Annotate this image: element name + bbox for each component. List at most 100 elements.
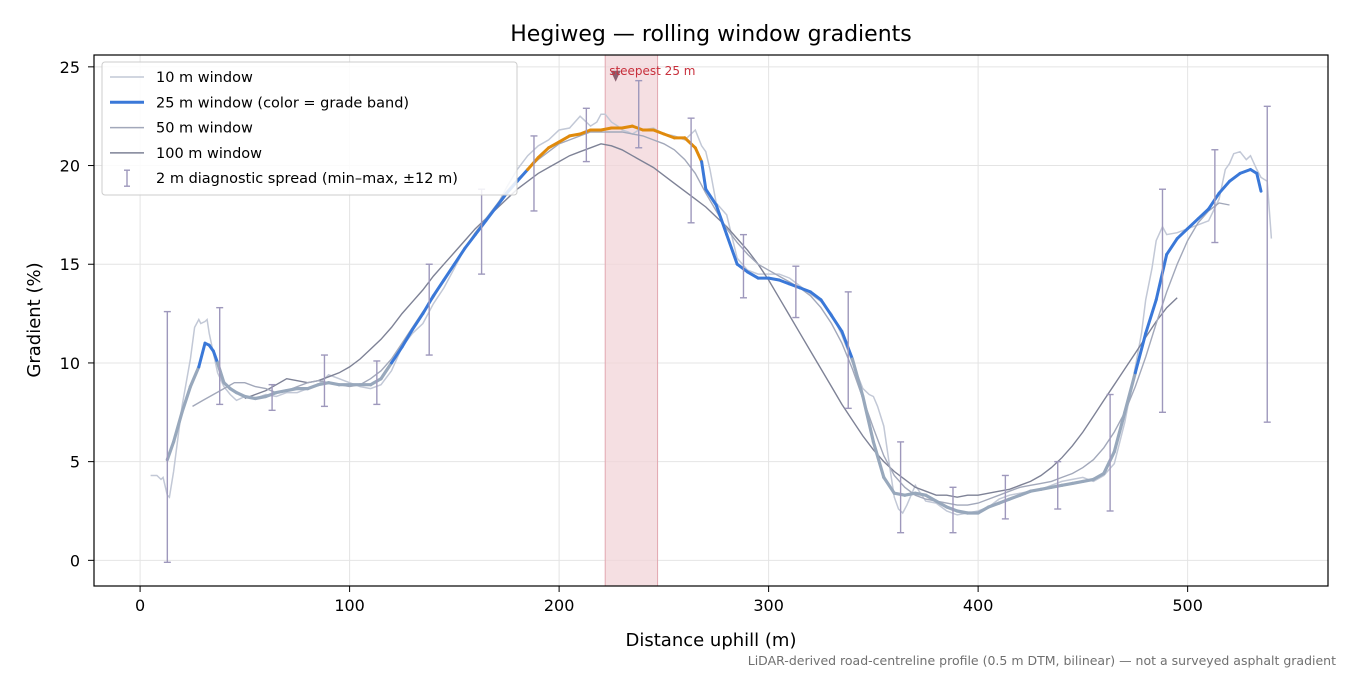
errorbar <box>582 107 590 163</box>
axes-frame <box>93 54 1329 587</box>
series-25m-segment-easy <box>1070 479 1085 485</box>
series-25m-segment-moderate <box>704 187 718 207</box>
errorbar <box>739 233 747 299</box>
series-25m-segment-steep <box>620 124 634 130</box>
errorbar <box>320 354 328 408</box>
series-25m-segment-easy <box>1039 485 1054 491</box>
errorbar <box>268 383 276 412</box>
series-25m-segment-easy <box>216 361 226 385</box>
series-10m-line <box>150 113 1273 516</box>
series-25m-segment-easy <box>243 394 257 401</box>
x-tick-label: 400 <box>963 596 994 615</box>
series-25m-segment-steep <box>683 136 697 150</box>
series-25m-segment-steep <box>662 132 676 140</box>
errorbar <box>1158 188 1166 413</box>
series-25m-segment-easy <box>1102 450 1116 476</box>
series-25m-segment-easy <box>379 361 394 381</box>
y-tick-label: 20 <box>60 157 80 176</box>
series-25m-segment-moderate <box>788 282 802 290</box>
x-tick-label: 200 <box>544 596 575 615</box>
series-25m-segment-easy <box>945 505 959 513</box>
series-25m-segment-steep <box>547 140 561 150</box>
series-25m-segment-moderate <box>700 160 708 191</box>
legend-label: 25 m window (color = grade band) <box>156 95 409 111</box>
series-25m-segment-easy <box>180 385 192 414</box>
series-25m-segment-moderate <box>197 341 207 369</box>
legend: 10 m window 25 m window (color = grade ba… <box>101 61 518 196</box>
series-25m-segment-moderate <box>390 345 404 365</box>
errorbar <box>216 306 224 406</box>
series-layer <box>150 113 1273 516</box>
errorbar <box>163 310 171 564</box>
errorbar <box>844 291 852 410</box>
series-25m-segment-moderate <box>1196 207 1211 221</box>
series-25m-segment-moderate <box>1228 171 1242 183</box>
errorbar <box>949 486 957 534</box>
series-25m-segment-easy <box>165 440 176 462</box>
series-25m-segment-moderate <box>1144 298 1158 335</box>
errorbar <box>1054 460 1062 510</box>
series-25m-segment-moderate <box>442 262 456 282</box>
series-25m-segment-easy <box>924 493 938 503</box>
series-25m-segment-steep <box>568 132 582 138</box>
series-25m-segment-moderate <box>1207 191 1221 211</box>
legend-item: 100 m window <box>110 146 262 162</box>
legend-label: 50 m window <box>156 121 253 137</box>
series-50m-line <box>192 131 1230 506</box>
series-25m-segment-easy <box>1060 481 1075 487</box>
series-25m-segment-moderate <box>746 270 760 280</box>
y-tick-label: 0 <box>70 551 80 570</box>
x-axis-label: Distance uphill (m) <box>626 630 797 651</box>
legend-item: 2 m diagnostic spread (min–max, ±12 m) <box>124 169 458 187</box>
series-25m-segment-easy <box>861 394 876 444</box>
series-25m-segment-steep <box>536 146 551 160</box>
series-25m-segment-moderate <box>211 349 220 365</box>
series-25m-segment-easy <box>285 387 299 393</box>
series-25m-segment-steep <box>693 146 704 164</box>
series-25m-segment-moderate <box>1175 227 1190 241</box>
errorbar <box>1211 149 1219 244</box>
series-25m-segment-moderate <box>411 312 425 331</box>
series-25m-segment-easy <box>1018 489 1033 497</box>
series-25m-segment-easy <box>1112 410 1127 454</box>
legend-item: 10 m window <box>110 70 253 86</box>
series-25m-segment-moderate <box>840 329 854 361</box>
series-25m-segment-easy <box>274 389 289 395</box>
x-tick-label: 100 <box>334 596 365 615</box>
x-tick-label: 500 <box>1172 596 1203 615</box>
series-25m-segment-easy <box>1081 477 1096 483</box>
series-25m-segment-easy <box>1028 487 1043 493</box>
y-tick-label: 10 <box>60 354 80 373</box>
legend-label: 100 m window <box>156 146 262 162</box>
series-25m-segment-steep <box>651 128 666 136</box>
series-25m-segment-easy <box>316 381 331 387</box>
legend-label: 2 m diagnostic spread (min–max, ±12 m) <box>156 171 458 187</box>
series-25m-segment-easy <box>327 381 341 387</box>
series-25m-segment-steep <box>578 128 592 136</box>
series-25m-segment-moderate <box>1255 171 1263 193</box>
legend-item: 50 m window <box>110 121 253 137</box>
series-25m-segment-easy <box>934 499 949 509</box>
series-25m-segment-easy <box>172 410 184 444</box>
series-25m-segment-moderate <box>431 278 446 298</box>
series-25m-segment-moderate <box>1186 217 1200 231</box>
series-25m-segment-moderate <box>484 205 498 223</box>
series-25m-segment-easy <box>306 383 320 391</box>
errorbar <box>1263 105 1271 423</box>
series-25m-segment-easy <box>892 491 907 497</box>
errorbar <box>373 360 381 406</box>
x-axis-ticks: 0 100 200 300 400 500 <box>135 586 1203 615</box>
series-25m-segment-easy <box>850 357 865 399</box>
steepest-span-highlight <box>604 54 659 587</box>
series-25m-segment-easy <box>253 394 268 401</box>
series-25m-segment-easy <box>1049 483 1064 489</box>
footnote: LiDAR-derived road-centreline profile (0… <box>748 653 1336 668</box>
series-25m-segment-moderate <box>421 294 435 316</box>
series-25m-segment-moderate <box>515 168 530 183</box>
series-25m-segment-moderate <box>1217 179 1231 195</box>
series-25m-segment-easy <box>1007 493 1022 501</box>
series-25m-segment-easy <box>903 491 917 497</box>
series-25m-segment-easy <box>1091 471 1106 481</box>
series-25m-segment-moderate <box>463 233 477 250</box>
y-tick-label: 25 <box>60 58 80 77</box>
